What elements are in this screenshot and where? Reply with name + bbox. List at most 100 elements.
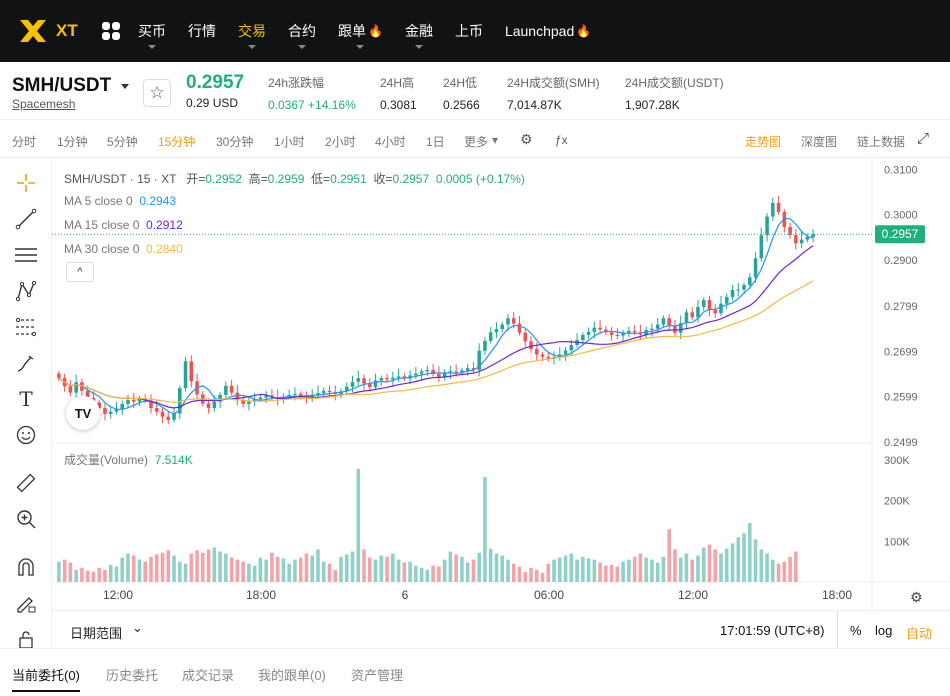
- percent-scale-toggle[interactable]: %: [850, 623, 862, 638]
- formula-icon[interactable]: ƒx: [555, 133, 568, 147]
- nav-item-0[interactable]: 买币: [138, 21, 166, 49]
- indicator-settings-icon[interactable]: ⚙: [520, 131, 533, 147]
- price-tick-label: 0.2599: [884, 392, 918, 404]
- ruler-icon[interactable]: [13, 470, 39, 496]
- volume-bar: [333, 569, 338, 582]
- candle: [460, 370, 464, 373]
- volume-bar: [782, 561, 787, 582]
- chart-bottom-bar: 日期范围 ⌄ 17:01:59 (UTC+8) % log 自动: [52, 610, 950, 649]
- zoom-in-icon[interactable]: [13, 506, 39, 532]
- chart-settings-icon[interactable]: ⚙: [910, 590, 923, 606]
- pair-selector[interactable]: SMH/USDT: [12, 75, 112, 96]
- candle: [442, 372, 447, 377]
- project-link[interactable]: Spacemesh: [12, 97, 76, 111]
- volume-bar: [425, 569, 430, 582]
- collapse-legend-button[interactable]: ^: [66, 262, 94, 282]
- nav-item-label: 买币: [138, 23, 166, 39]
- candle: [85, 390, 90, 399]
- price-chart[interactable]: 0.3100 0.3000 0.2900 0.2799 0.2699 0.2599 0.24…: [52, 158, 950, 610]
- candle: [759, 235, 764, 259]
- candle: [247, 401, 251, 404]
- timeframe-4[interactable]: 30分钟: [216, 135, 254, 149]
- logo-text: XT: [56, 21, 78, 40]
- tab-onchain-data[interactable]: 链上数据: [857, 135, 906, 149]
- magnet-icon[interactable]: [13, 554, 39, 580]
- candle: [477, 350, 481, 370]
- candle: [448, 371, 453, 373]
- apps-grid-icon[interactable]: [102, 22, 120, 40]
- volume-tick-label: 200K: [884, 496, 910, 508]
- nav-item-1[interactable]: 行情: [188, 21, 216, 41]
- tab-depth-chart[interactable]: 深度图: [801, 135, 838, 149]
- chevron-down-icon[interactable]: ▾: [492, 133, 499, 147]
- nav-item-4[interactable]: 跟单 🔥: [338, 21, 383, 49]
- volume-bar: [178, 561, 182, 582]
- date-range-button[interactable]: 日期范围: [70, 626, 123, 641]
- tab-4[interactable]: 资产管理: [351, 668, 404, 683]
- volume-bar: [644, 557, 648, 582]
- tab-2[interactable]: 成交记录: [182, 668, 235, 683]
- tradingview-logo[interactable]: TV: [66, 396, 100, 430]
- volume-bar: [540, 573, 545, 582]
- timeframe-9[interactable]: 更多: [464, 135, 489, 149]
- timeframe-7[interactable]: 4小时: [375, 135, 406, 149]
- candle: [160, 411, 165, 417]
- timeframe-5[interactable]: 1小时: [274, 135, 305, 149]
- candle: [137, 398, 142, 402]
- volume-bar: [327, 563, 332, 582]
- xt-logo[interactable]: XT: [18, 18, 86, 44]
- volume-bar: [385, 556, 389, 582]
- timeframe-3[interactable]: 15分钟: [158, 135, 196, 149]
- nav-item-label: 跟单: [338, 23, 366, 39]
- volume-bar: [465, 562, 470, 582]
- tab-trend-chart[interactable]: 走势图: [745, 135, 782, 149]
- candle: [241, 399, 245, 404]
- order-tabs: 当前委托(0) 历史委托 成交记录 我的跟单(0) 资产管理: [0, 648, 950, 696]
- text-tool-icon[interactable]: T: [19, 387, 33, 411]
- chevron-down-icon[interactable]: ⌄: [132, 620, 143, 635]
- crosshair-icon[interactable]: [13, 170, 39, 196]
- candle: [103, 408, 107, 414]
- candle: [362, 378, 366, 384]
- candle: [396, 376, 401, 378]
- volume-bar: [684, 553, 689, 582]
- timeframe-2[interactable]: 5分钟: [107, 135, 138, 149]
- auto-scale-toggle[interactable]: 自动: [906, 626, 933, 641]
- candle: [120, 403, 124, 410]
- nav-item-7[interactable]: Launchpad 🔥: [505, 23, 591, 39]
- candle: [546, 356, 551, 360]
- chevron-down-icon[interactable]: [121, 84, 129, 89]
- candle: [172, 413, 176, 420]
- fullscreen-icon[interactable]: ⤢: [917, 130, 930, 147]
- volume-bar: [218, 551, 222, 582]
- fib-retracement-icon[interactable]: [13, 314, 39, 340]
- candle: [114, 409, 119, 412]
- tab-3[interactable]: 我的跟单(0): [258, 668, 326, 683]
- nav-item-5[interactable]: 金融: [405, 21, 433, 49]
- brush-icon[interactable]: [13, 350, 39, 376]
- tab-0[interactable]: 当前委托(0): [12, 665, 80, 692]
- chart-area[interactable]: 0.3100 0.3000 0.2900 0.2799 0.2699 0.2599 0.24…: [52, 158, 950, 648]
- timeframe-0[interactable]: 分时: [12, 135, 37, 149]
- emoji-icon[interactable]: [13, 422, 39, 448]
- candle: [736, 289, 741, 291]
- stat-label: 24H高: [380, 76, 415, 90]
- nav-item-3[interactable]: 合约: [288, 21, 316, 49]
- tab-1[interactable]: 历史委托: [106, 668, 159, 683]
- candle: [298, 394, 303, 396]
- volume-value: 7.514K: [154, 453, 193, 467]
- trend-line-icon[interactable]: [13, 206, 39, 232]
- timeframe-6[interactable]: 2小时: [325, 135, 356, 149]
- timeframe-8[interactable]: 1日: [426, 135, 445, 149]
- log-scale-toggle[interactable]: log: [875, 623, 893, 638]
- candle: [805, 236, 810, 240]
- volume-bar: [137, 559, 142, 582]
- horizontal-lines-icon[interactable]: [13, 242, 39, 268]
- pattern-icon[interactable]: [13, 278, 39, 304]
- stat-24h-low: 24H低 0.2566: [443, 74, 480, 112]
- nav-item-6[interactable]: 上币: [455, 21, 483, 41]
- timeframe-1[interactable]: 1分钟: [57, 135, 88, 149]
- favorite-star-icon[interactable]: ☆: [143, 79, 171, 107]
- nav-item-2[interactable]: 交易: [238, 21, 266, 49]
- lock-drawing-icon[interactable]: [13, 590, 39, 616]
